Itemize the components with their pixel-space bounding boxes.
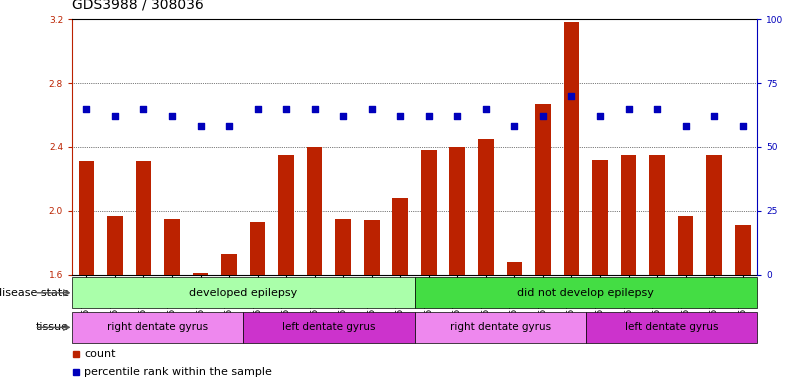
Bar: [193, 273, 208, 275]
Point: [365, 106, 378, 112]
Bar: [250, 222, 265, 275]
Point: [508, 123, 521, 129]
Bar: [621, 155, 636, 275]
Point: [223, 123, 235, 129]
Text: left dentate gyrus: left dentate gyrus: [282, 322, 376, 333]
Point: [137, 106, 150, 112]
Point: [280, 106, 292, 112]
Bar: [421, 150, 437, 275]
Point: [679, 123, 692, 129]
Bar: [364, 220, 380, 275]
Point: [252, 106, 264, 112]
Point: [537, 113, 549, 119]
Text: tissue: tissue: [36, 322, 69, 333]
Point: [194, 123, 207, 129]
Point: [308, 106, 321, 112]
Text: did not develop epilepsy: did not develop epilepsy: [517, 288, 654, 298]
Point: [594, 113, 606, 119]
Point: [166, 113, 179, 119]
Point: [736, 123, 749, 129]
Bar: [706, 155, 722, 275]
Bar: [336, 219, 351, 275]
Bar: [592, 160, 608, 275]
Text: developed epilepsy: developed epilepsy: [189, 288, 297, 298]
Bar: [415, 277, 757, 308]
Point: [108, 113, 121, 119]
Bar: [678, 215, 694, 275]
Bar: [650, 155, 665, 275]
Bar: [78, 161, 95, 275]
Bar: [307, 147, 323, 275]
Text: left dentate gyrus: left dentate gyrus: [625, 322, 718, 333]
Point: [394, 113, 407, 119]
Text: GDS3988 / 308036: GDS3988 / 308036: [72, 0, 203, 12]
Point: [622, 106, 635, 112]
Text: disease state: disease state: [0, 288, 69, 298]
Bar: [449, 147, 465, 275]
Bar: [535, 104, 551, 275]
Point: [80, 106, 93, 112]
Bar: [221, 254, 237, 275]
Text: right dentate gyrus: right dentate gyrus: [107, 322, 208, 333]
Point: [336, 113, 349, 119]
Bar: [72, 312, 244, 343]
Bar: [244, 312, 415, 343]
Text: count: count: [84, 349, 116, 359]
Point: [708, 113, 721, 119]
Point: [565, 93, 578, 99]
Point: [422, 113, 435, 119]
Bar: [392, 198, 408, 275]
Text: percentile rank within the sample: percentile rank within the sample: [84, 366, 272, 377]
Bar: [586, 312, 757, 343]
Bar: [506, 262, 522, 275]
Bar: [278, 155, 294, 275]
Point: [451, 113, 464, 119]
Point: [480, 106, 493, 112]
Point: [650, 106, 663, 112]
Bar: [735, 225, 751, 275]
Bar: [415, 312, 586, 343]
Bar: [564, 22, 579, 275]
Bar: [107, 215, 123, 275]
Bar: [478, 139, 493, 275]
Bar: [135, 161, 151, 275]
Bar: [164, 219, 179, 275]
Bar: [72, 277, 415, 308]
Text: right dentate gyrus: right dentate gyrus: [449, 322, 550, 333]
